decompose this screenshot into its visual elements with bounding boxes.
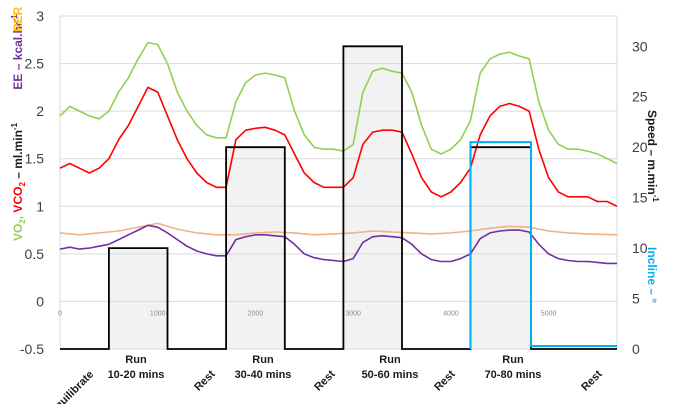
series-rer-line — [59, 222, 618, 236]
phase-label-4-line1: Run — [252, 354, 274, 366]
phase-label-4: Run 30-40 mins — [235, 354, 292, 381]
x-tick-label-5: 5000 — [541, 310, 557, 317]
left-tick-label-0: -0.5 — [20, 341, 44, 357]
x-tick-label-2: 2000 — [248, 310, 264, 317]
x-tick-label-0: 0 — [58, 310, 62, 317]
right-tick-label-3: 15 — [632, 190, 648, 206]
phase-label-2: Run 10-20 mins — [108, 354, 165, 381]
phase-label-9: Rest — [579, 368, 605, 394]
phase-label-6: Run 50-60 mins — [362, 354, 419, 381]
x-tick-label-1: 1000 — [150, 310, 166, 317]
speed-steps — [60, 45, 617, 350]
x-tick-label-3: 3000 — [345, 310, 361, 317]
series-ee-line — [59, 224, 617, 265]
right-tick-label-4: 20 — [632, 139, 648, 155]
right-tick-label-1: 5 — [632, 291, 640, 307]
phase-label-1: Equilibrate — [48, 369, 97, 404]
right-tick-label-5: 25 — [632, 89, 648, 105]
right-tick-label-0: 0 — [632, 341, 640, 357]
gridlines — [59, 15, 618, 350]
series-lines — [59, 41, 618, 265]
left-tick-label-3: 1 — [36, 198, 44, 214]
phase-labels: Equilibrate Run 10-20 mins Rest Run 30-40 min… — [48, 354, 605, 409]
right-tick-label-6: 30 — [632, 38, 648, 54]
left-tick-label-2: 0.5 — [25, 246, 45, 262]
phase-label-8-line2: 70-80 mins — [485, 369, 542, 381]
left-tick-label-6: 2.5 — [25, 56, 45, 72]
vco2-sub: 2 — [18, 182, 27, 187]
speed-axis-title: Speed – m.min-1 — [645, 110, 660, 202]
phase-label-8-line1: Run — [502, 354, 524, 366]
run-band-2 — [225, 146, 286, 350]
ee-label: EE – kcal.hr — [11, 21, 25, 89]
incline-axis-title: Incline – ° — [645, 247, 659, 303]
sep-comma: , — [11, 213, 25, 220]
run-band-1 — [108, 247, 168, 350]
vo2-sub: 2 — [18, 219, 27, 224]
ee-sup: -1 — [10, 14, 19, 22]
x-tick-label-4: 4000 — [443, 310, 459, 317]
left-axis-title: VO2, VCO2 – ml.min-1 — [10, 122, 27, 241]
phase-label-4-line2: 30-40 mins — [235, 369, 292, 381]
phase-label-8: Run 70-80 mins — [485, 354, 542, 381]
incline-step-line — [469, 141, 617, 349]
phase-label-3: Rest — [192, 368, 218, 394]
rer-axis-title: RER — [11, 6, 25, 32]
left-tick-label-7: 3 — [36, 8, 44, 24]
vo2-unit: – ml.min — [11, 130, 25, 182]
vo2-label: VO — [11, 224, 25, 241]
speed-step-line — [60, 45, 617, 350]
run-band-3 — [342, 45, 403, 350]
phase-label-2-line1: Run — [125, 354, 147, 366]
speed-label: Speed – m.min — [645, 110, 659, 195]
vo2-unit-sup: -1 — [10, 122, 19, 130]
phase-label-7: Rest — [432, 368, 458, 394]
ee-axis-title: EE – kcal.hr-1 — [10, 14, 25, 90]
series-vo2-line — [59, 41, 618, 165]
right-tick-label-2: 10 — [632, 240, 648, 256]
left-tick-label-1: 0 — [36, 293, 44, 309]
left-tick-label-4: 1.5 — [25, 151, 45, 167]
phase-label-5: Rest — [312, 368, 338, 394]
series-vco2-line — [59, 86, 618, 208]
phase-label-6-line2: 50-60 mins — [362, 369, 419, 381]
run-band-4 — [469, 146, 532, 350]
speed-sup: -1 — [651, 195, 660, 203]
phase-label-2-line2: 10-20 mins — [108, 369, 165, 381]
run-bands — [108, 45, 532, 350]
phase-label-6-line1: Run — [379, 354, 401, 366]
vco2-label: VCO — [11, 187, 25, 213]
left-tick-label-5: 2 — [36, 103, 44, 119]
